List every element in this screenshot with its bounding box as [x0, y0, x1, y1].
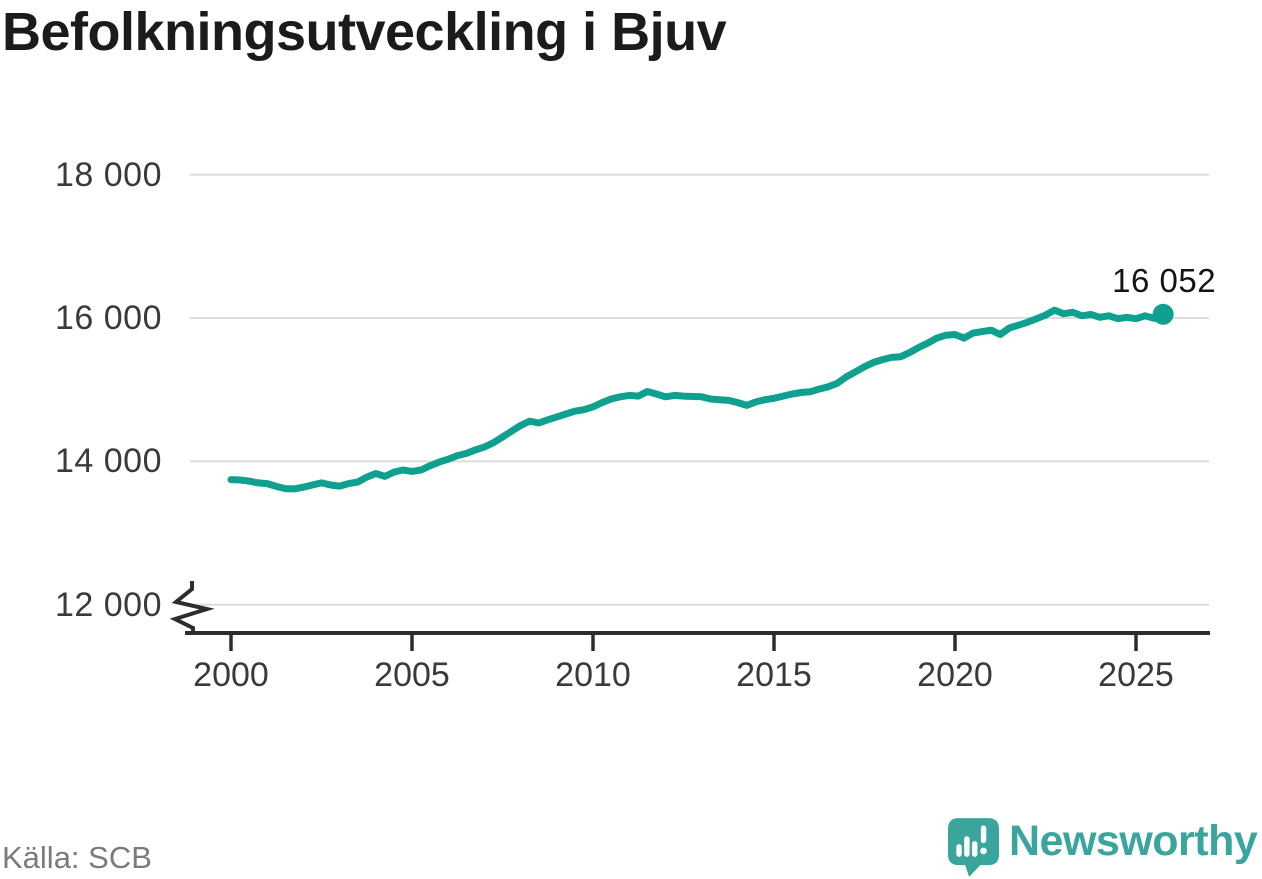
x-axis-ticks	[229, 635, 1138, 651]
gridlines	[190, 173, 1209, 606]
newsworthy-logo-icon	[948, 818, 999, 877]
latest-value-label: 16 052	[1112, 262, 1217, 299]
y-axis-label: 14 000	[55, 442, 162, 481]
y-axis-label: 16 000	[55, 299, 162, 337]
latest-value-dot	[1152, 303, 1174, 325]
x-axis-label: 2015	[736, 656, 812, 694]
population-series-line	[227, 306, 1167, 493]
x-axis-label: 2020	[917, 656, 993, 694]
axis-break-icon	[169, 581, 215, 634]
newsworthy-logo-text: Newsworthy	[1009, 817, 1258, 865]
chart-title: Befolkningsutveckling i Bjuv	[2, 2, 727, 62]
x-axis-label: 2000	[193, 656, 269, 694]
newsworthy-logo: Newsworthy	[948, 817, 1258, 877]
x-axis-label: 2005	[374, 656, 450, 694]
x-axis-label: 2010	[555, 656, 631, 694]
y-axis-label: 12 000	[55, 585, 162, 624]
source-note: Källa: SCB	[2, 840, 152, 875]
y-axis-label: 18 000	[55, 155, 162, 194]
x-axis-label: 2025	[1098, 656, 1174, 694]
